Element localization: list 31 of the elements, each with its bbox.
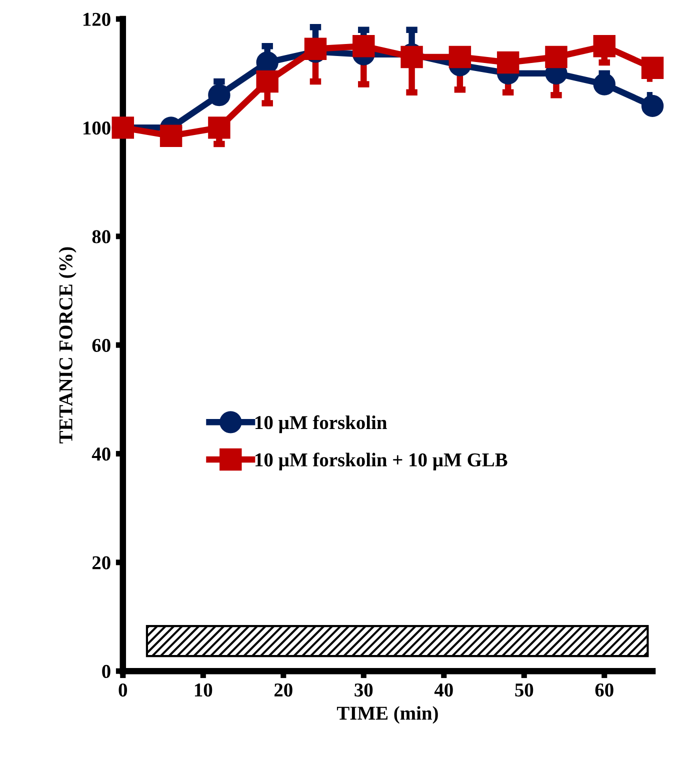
y-tick-label: 80 <box>92 230 110 244</box>
point <box>448 46 472 68</box>
x-tick-label: 50 <box>515 683 534 697</box>
legend-label: 10 µM forskolin + 10 µM GLB <box>256 452 508 470</box>
y-tick-label: 40 <box>92 448 110 461</box>
point <box>641 56 664 80</box>
x-tick-label: 0 <box>118 683 128 697</box>
point <box>208 116 230 139</box>
x-axis-title: TIME (min) <box>336 706 438 724</box>
point <box>400 46 423 68</box>
point <box>593 73 616 96</box>
point <box>160 124 182 147</box>
y-tick-label: 100 <box>83 121 110 135</box>
point <box>496 51 520 74</box>
point <box>593 35 616 58</box>
x-tick-label: 40 <box>434 683 453 697</box>
y-tick-label: 20 <box>92 556 110 570</box>
point <box>208 84 230 106</box>
x-tick-label: 60 <box>595 683 614 697</box>
x-tick-label: 10 <box>194 683 212 697</box>
y-tick-label: 0 <box>102 664 110 678</box>
y-tick-label: 120 <box>83 12 110 26</box>
x-tick-label: 30 <box>354 683 373 697</box>
point <box>352 35 375 58</box>
legend-label: 10 µM forskolin <box>256 415 387 434</box>
point <box>641 94 664 118</box>
point <box>545 46 568 68</box>
point <box>256 70 278 93</box>
y-tick-label: 60 <box>92 338 110 352</box>
y-axis-title: TETANIC FORCE (%) <box>58 247 76 444</box>
x-tick-label: 20 <box>274 683 292 697</box>
